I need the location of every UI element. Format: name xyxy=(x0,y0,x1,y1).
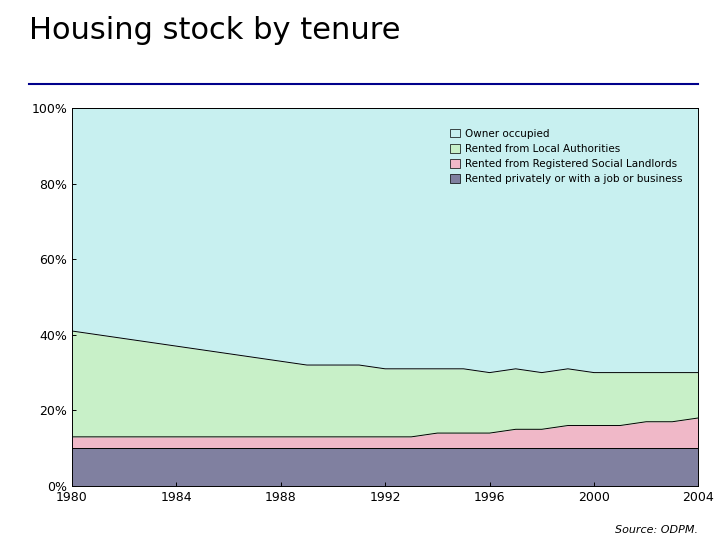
Legend: Owner occupied, Rented from Local Authorities, Rented from Registered Social Lan: Owner occupied, Rented from Local Author… xyxy=(446,125,687,188)
Text: Source: ODPM.: Source: ODPM. xyxy=(616,524,698,535)
Text: Housing stock by tenure: Housing stock by tenure xyxy=(29,16,400,45)
